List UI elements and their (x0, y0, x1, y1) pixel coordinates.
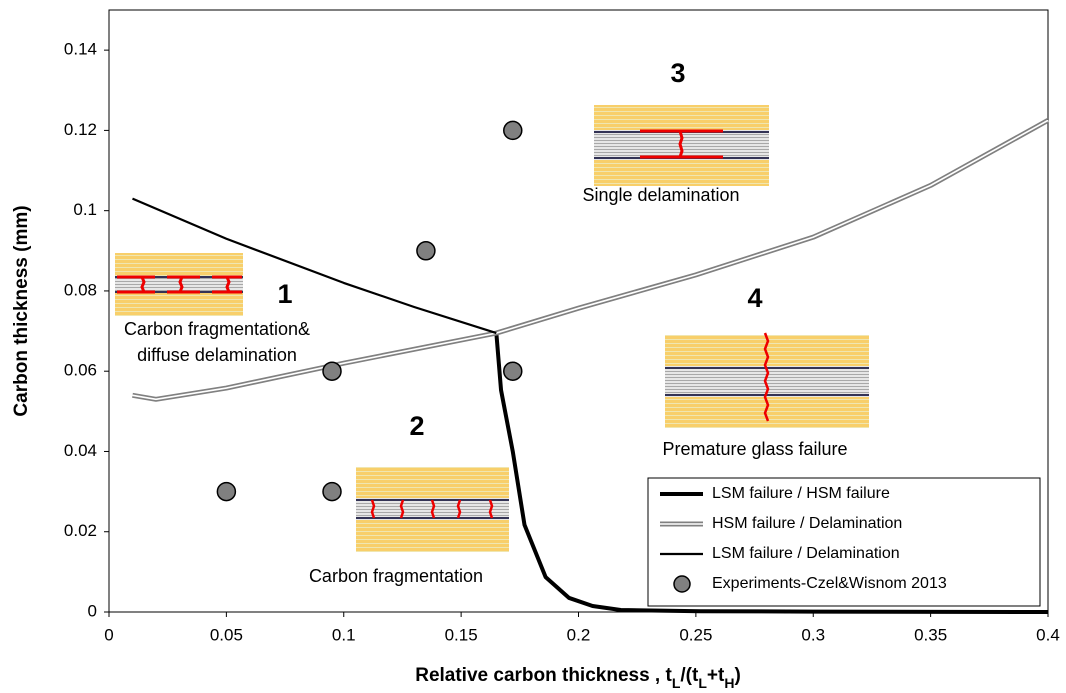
chart: Carbon thickness (mm) Relative carbon th… (0, 0, 1066, 693)
region-number: 2 (409, 411, 424, 441)
y-axis-title: Carbon thickness (mm) (11, 205, 32, 416)
y-tick-label: 0.08 (64, 280, 97, 299)
inset-illustration (356, 467, 509, 552)
y-tick-label: 0.06 (64, 361, 97, 380)
x-axis-title-part: /(t (680, 665, 699, 686)
x-tick-label: 0.2 (567, 625, 591, 644)
legend-label: LSM failure / HSM failure (712, 485, 890, 502)
legend-label: HSM failure / Delamination (712, 515, 902, 532)
legend-label: LSM failure / Delamination (712, 545, 900, 562)
y-tick-label: 0.02 (64, 521, 97, 540)
x-tick-label: 0.3 (801, 625, 825, 644)
inset-illustration (665, 333, 869, 428)
region-label: Carbon fragmentation& (124, 319, 310, 339)
x-tick-label: 0.35 (914, 625, 947, 644)
region-number: 1 (277, 279, 292, 309)
data-point (504, 362, 522, 380)
y-tick-label: 0.12 (64, 120, 97, 139)
x-tick-label: 0 (104, 625, 113, 644)
y-tick-label: 0.1 (73, 200, 97, 219)
x-axis-title-part: Relative carbon thickness , t (415, 665, 672, 686)
x-tick-label: 0.1 (332, 625, 356, 644)
x-axis-title: Relative carbon thickness , tL/(tL+tH) (415, 665, 741, 691)
x-axis-title-part: +t (707, 665, 725, 686)
data-point (417, 242, 435, 260)
region-label: Single delamination (582, 185, 739, 205)
data-point (323, 362, 341, 380)
x-tick-label: 0.05 (210, 625, 243, 644)
x-tick-label: 0.4 (1036, 625, 1060, 644)
region-number: 3 (670, 58, 685, 88)
x-tick-label: 0.15 (445, 625, 478, 644)
data-point (504, 121, 522, 139)
inset-illustration (594, 105, 769, 186)
y-tick-label: 0.04 (64, 441, 97, 460)
region-number: 4 (747, 283, 762, 313)
y-tick-label: 0.14 (64, 40, 97, 59)
data-point (217, 483, 235, 501)
x-axis-title-part: ) (734, 665, 740, 686)
region-label: Premature glass failure (662, 439, 847, 459)
data-point (323, 483, 341, 501)
legend-label: Experiments-Czel&Wisnom 2013 (712, 575, 947, 592)
region-label: Carbon fragmentation (309, 566, 483, 586)
legend-swatch (674, 576, 690, 592)
y-tick-label: 0 (88, 601, 97, 620)
region-label: diffuse delamination (137, 345, 297, 365)
x-tick-label: 0.25 (679, 625, 712, 644)
inset-illustration (115, 253, 243, 316)
x-axis-title-part: H (724, 675, 734, 691)
